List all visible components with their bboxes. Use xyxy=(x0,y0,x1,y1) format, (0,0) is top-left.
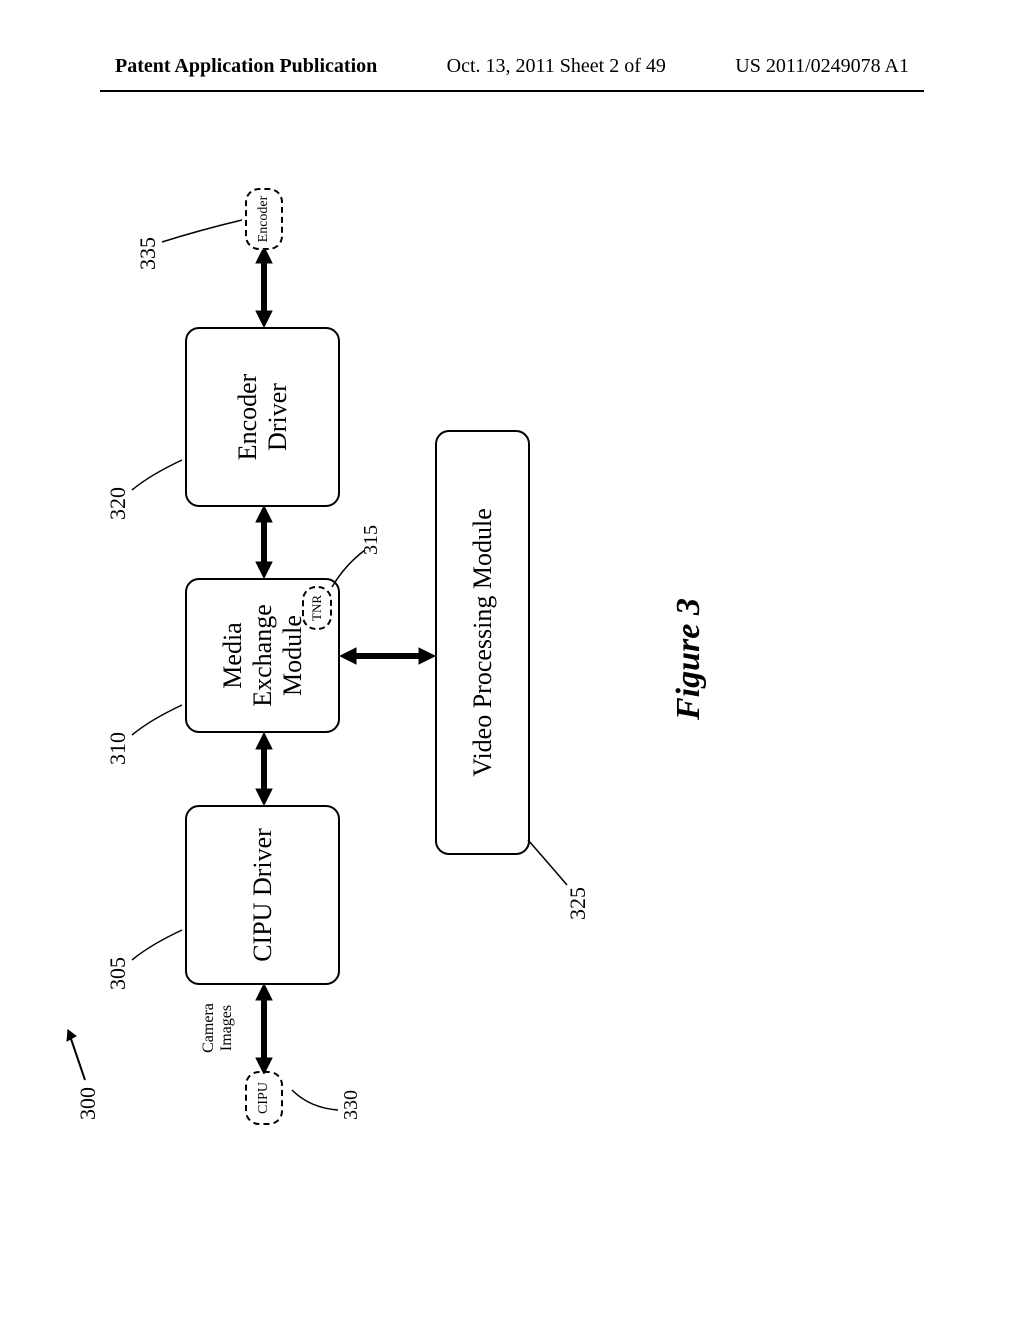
arrow-media-to-encoderdriver xyxy=(252,506,276,578)
ref-system: 300 xyxy=(75,1087,101,1120)
encoder-label: Encoder xyxy=(256,196,272,243)
ref-video-processing: 325 xyxy=(565,887,591,920)
encoder-box: Encoder xyxy=(245,188,283,250)
video-processing-box: Video Processing Module xyxy=(435,430,530,855)
media-exchange-l3: Module xyxy=(278,615,308,696)
ref-encoder-leader xyxy=(160,205,245,245)
ref-encoder: 335 xyxy=(135,237,161,270)
encoder-driver-l2: Driver xyxy=(263,383,293,451)
tnr-label: TNR xyxy=(309,595,325,621)
header-right: US 2011/0249078 A1 xyxy=(735,55,909,78)
ref-media-exchange: 310 xyxy=(105,732,131,765)
encoder-driver-box: Encoder Driver xyxy=(185,327,340,507)
page-header: Patent Application Publication Oct. 13, … xyxy=(0,55,1024,78)
figure-caption: Figure 3 xyxy=(670,598,708,720)
header-divider xyxy=(100,90,924,92)
ref-encoder-driver-leader xyxy=(130,445,185,495)
header-left: Patent Application Publication xyxy=(115,55,377,78)
ref-cipu-driver: 305 xyxy=(105,957,131,990)
camera-images-label: Camera Images xyxy=(200,988,236,1068)
arrow-media-to-video xyxy=(340,644,435,668)
ref-cipu-leader xyxy=(290,1070,340,1120)
arrow-driver-to-encoder xyxy=(252,247,276,327)
cipu-label: CIPU xyxy=(256,1082,272,1114)
ref-cipu-driver-leader xyxy=(130,915,185,965)
ref-tnr-leader xyxy=(330,540,370,590)
ref-cipu: 330 xyxy=(340,1090,363,1120)
video-processing-label: Video Processing Module xyxy=(468,508,498,777)
ref-encoder-driver: 320 xyxy=(105,487,131,520)
block-diagram: 300 CIPU 330 Camera Images CIPU Driver 3… xyxy=(0,250,1000,1050)
media-exchange-l2: Exchange xyxy=(248,604,278,707)
cipu-driver-label: CIPU Driver xyxy=(248,828,278,962)
ref-media-leader xyxy=(130,690,185,740)
header-center: Oct. 13, 2011 Sheet 2 of 49 xyxy=(447,55,666,78)
cipu-driver-box: CIPU Driver xyxy=(185,805,340,985)
tnr-box: TNR xyxy=(302,586,332,630)
arrow-cipu-to-driver xyxy=(252,984,276,1074)
media-exchange-l1: Media xyxy=(218,622,248,688)
ref-system-arrow xyxy=(60,1015,90,1085)
encoder-driver-l1: Encoder xyxy=(233,374,263,461)
cipu-box: CIPU xyxy=(245,1071,283,1125)
arrow-driver-to-media xyxy=(252,733,276,805)
ref-video-leader xyxy=(525,830,570,890)
